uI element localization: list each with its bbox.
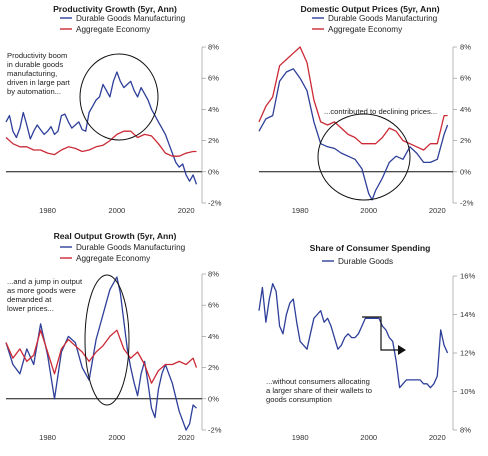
x-tick-label: 1980 [39,206,56,215]
legend-label: Aggregate Economy [76,254,151,263]
y-tick-label: 4% [208,105,219,114]
y-tick-label: 6% [208,301,219,310]
legend-label: Durable Goods Manufacturing [76,14,186,23]
annotation-text: a larger share of their wallets to [266,386,372,395]
x-tick-label: 2020 [178,206,195,215]
x-tick-label: 2020 [178,433,195,442]
y-tick-label: 10% [460,387,475,396]
annotation-text: driven in large part [7,78,71,87]
y-tick-label: 8% [208,43,219,52]
series-line [258,46,448,151]
x-tick-label: 2020 [429,206,446,215]
legend-label: Durable Goods Manufacturing [328,14,438,23]
y-tick-label: 8% [460,43,471,52]
y-tick-label: 2% [208,136,219,145]
x-tick-label: 2000 [108,433,125,442]
chart-panel-4: Share of Consumer Spending Durable Goods 1… [258,243,475,442]
series-line [5,130,197,157]
legend-label: Aggregate Economy [328,25,403,34]
x-tick-label: 1980 [292,206,309,215]
y-tick-label: 6% [208,74,219,83]
y-tick-label: 14% [460,310,475,319]
series-line [258,68,449,201]
annotation-text: Productivity boom [7,51,67,60]
highlight-ellipse [79,53,159,141]
series-line [5,71,198,185]
x-tick-label: 1980 [39,433,56,442]
y-tick-label: 0% [208,394,219,403]
chart-panel-1: Productivity Growth (5yr, Ann)Durable Go… [4,4,222,215]
y-tick-label: -2% [208,199,222,208]
y-tick-label: 0% [208,167,219,176]
annotation-text: by automation... [7,87,61,96]
legend-label: Aggregate Economy [76,25,151,34]
x-tick-label: 1980 [292,433,309,442]
annotation-text: ...and a jump in output [7,277,83,286]
x-tick-label: 2020 [429,433,446,442]
chart-title: Real Output Growth (5yr, Ann) [54,231,177,241]
annotation-text: manufacturing, [7,69,57,78]
series-line [258,283,449,389]
highlight-ellipse [317,113,411,201]
annotation-text: lower prices... [7,304,54,313]
annotation-text: in durable goods [7,60,63,69]
y-tick-label: 2% [208,363,219,372]
chart-panel-3: Real Output Growth (5yr, Ann) Durable Goo… [4,231,222,442]
annotation-bg [4,50,76,96]
series-line [5,276,197,431]
trend-arrow-line [362,316,398,351]
y-tick-label: 6% [460,74,471,83]
chart-title: Share of Consumer Spending [310,243,431,253]
x-tick-label: 2000 [360,433,377,442]
y-tick-label: 8% [460,426,471,435]
trend-arrow-head [398,345,406,355]
annotation-text: goods consumption [266,395,332,404]
y-tick-label: 4% [460,105,471,114]
annotation-bg [4,276,92,314]
x-tick-label: 2000 [360,206,377,215]
chart-title: Domestic Output Prices (5yr, Ann) [300,4,439,14]
chart-title: Productivity Growth (5yr, Ann) [53,4,177,14]
legend-label: Durable Goods [338,257,393,266]
annotation-text: as more goods were [7,286,76,295]
y-tick-label: 4% [208,332,219,341]
y-tick-label: 0% [460,167,471,176]
y-tick-label: 8% [208,270,219,279]
annotation-text: ...contributed to declining prices... [324,107,437,116]
chart-panel-2: Domestic Output Prices (5yr, Ann)Durable… [258,4,474,215]
y-tick-label: 12% [460,349,475,358]
y-tick-label: 16% [460,272,475,281]
annotation-text: demanded at [7,295,52,304]
highlight-ellipse [84,274,130,406]
legend-label: Durable Goods Manufacturing [76,243,186,252]
annotation-text: ...without consumers allocating [266,377,370,386]
y-tick-label: -2% [460,199,474,208]
x-tick-label: 2000 [108,206,125,215]
y-tick-label: 2% [460,136,471,145]
series-line [5,329,198,384]
y-tick-label: -2% [208,426,222,435]
